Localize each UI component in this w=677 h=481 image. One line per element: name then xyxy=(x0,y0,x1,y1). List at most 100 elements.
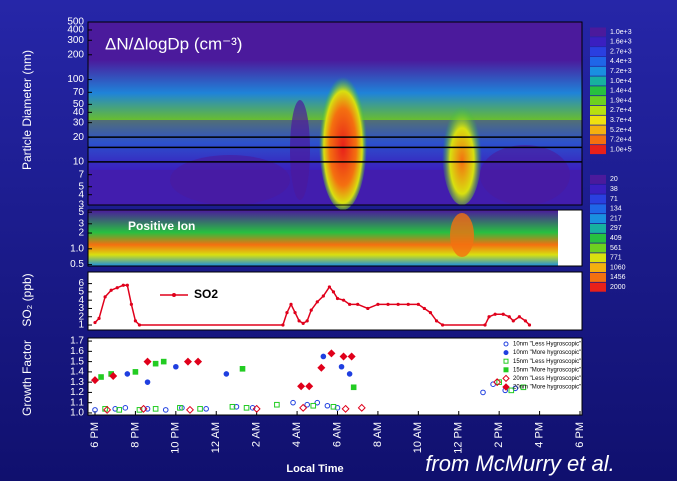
so2-point xyxy=(315,300,319,304)
so2-point xyxy=(327,285,332,289)
panel-frame xyxy=(87,21,583,206)
source: from McMurry et al. xyxy=(425,451,614,476)
marker xyxy=(304,401,310,408)
colorbar-swatch xyxy=(590,37,606,47)
y-tick-label: 1.7 xyxy=(70,336,84,347)
colorbar-label: 409 xyxy=(610,235,622,242)
x-tick-label: 12 PM xyxy=(453,422,465,454)
colorbar-swatch xyxy=(590,27,606,37)
marker xyxy=(274,401,280,408)
colorbar-label: 134 xyxy=(610,206,622,213)
colorbar-swatch xyxy=(590,184,606,194)
so2-point xyxy=(297,319,301,323)
so2-point xyxy=(341,298,346,302)
marker xyxy=(194,357,203,366)
panel-frame xyxy=(87,271,583,331)
so2-point xyxy=(321,294,325,298)
marker xyxy=(160,358,167,365)
colorbar-swatch xyxy=(590,47,606,57)
colorbar-swatch xyxy=(590,105,606,115)
colorbar-label: 1.6e+3 xyxy=(610,39,632,46)
so2-point xyxy=(129,302,133,306)
marker xyxy=(327,349,336,358)
so2-point xyxy=(487,315,491,319)
y-tick-label: 200 xyxy=(67,49,84,60)
so2-point xyxy=(281,323,285,327)
so2-point xyxy=(428,311,433,315)
legend-label: 15nm "Less Hygroscopic" xyxy=(513,359,581,365)
marker xyxy=(124,371,131,377)
colorbar-swatch xyxy=(590,115,606,125)
colorbar-label: 7.2e+3 xyxy=(610,68,632,75)
y-tick-label: 1.6 xyxy=(70,346,84,357)
colorbar-label: 1.9e+4 xyxy=(610,97,632,104)
so2-point xyxy=(507,315,511,319)
colorbar-label: 2000 xyxy=(610,284,626,291)
y-tick-label: 50 xyxy=(73,99,85,110)
colorbar-label: 1060 xyxy=(610,264,626,271)
marker xyxy=(290,399,296,406)
marker xyxy=(177,405,183,411)
so2-point xyxy=(386,302,390,306)
colorbar-label: 561 xyxy=(610,245,622,252)
marker xyxy=(203,406,209,412)
x-tick-label: 4 AM xyxy=(291,422,303,447)
colorbar-label: 7.2e+4 xyxy=(610,137,632,144)
y-axis-label: Particle Diameter (nm) xyxy=(20,50,34,170)
legend-label: 20nm "More hygroscopic" xyxy=(513,385,581,391)
marker xyxy=(503,367,509,373)
y-tick-label: 100 xyxy=(67,74,84,85)
so2-point xyxy=(416,302,420,306)
colorbar-swatch xyxy=(590,233,606,243)
y-tick-label: 300 xyxy=(67,35,84,46)
y-tick-label: 400 xyxy=(67,25,84,36)
so2-point xyxy=(305,319,309,323)
colorbar-swatch xyxy=(590,204,606,214)
marker xyxy=(144,406,151,412)
marker xyxy=(132,369,139,375)
so2-point xyxy=(133,319,138,323)
y-tick-label: 2 xyxy=(78,311,84,322)
colorbar-label: 1.0e+3 xyxy=(610,29,632,36)
x-tick-label: 6 PM xyxy=(89,422,101,448)
ion-title: Positive Ion xyxy=(128,219,195,233)
x-tick-label: 2 AM xyxy=(251,422,263,447)
so2-point xyxy=(109,288,113,292)
colorbar-label: 4.4e+3 xyxy=(610,58,632,65)
marker xyxy=(239,366,246,372)
so2-point xyxy=(366,306,370,311)
so2-point xyxy=(356,302,360,306)
marker xyxy=(152,406,159,412)
marker xyxy=(320,353,327,360)
panel-frame xyxy=(87,209,583,267)
y-tick-label: 1 xyxy=(78,320,84,331)
colorbar-swatch xyxy=(590,96,606,106)
colorbar-swatch xyxy=(590,66,606,76)
so2-point xyxy=(103,295,107,299)
so2-point xyxy=(527,323,532,327)
y-tick-label: 30 xyxy=(73,117,85,128)
colorbar-swatch xyxy=(590,272,606,282)
so2-point xyxy=(434,319,439,323)
y-tick-label: 3 xyxy=(78,218,84,229)
y-axis-label: SO₂ (ppb) xyxy=(20,273,34,326)
y-tick-label: 70 xyxy=(73,87,85,98)
panel-frame xyxy=(87,337,583,416)
y-tick-label: 40 xyxy=(73,107,85,118)
so2-point xyxy=(97,316,101,320)
colorbar-swatch xyxy=(590,125,606,135)
so2-point xyxy=(293,311,297,315)
y-tick-label: 1.2 xyxy=(70,387,84,398)
legend-label: 20nm "Less Hygroscopic" xyxy=(513,376,581,382)
x-tick-label: 8 AM xyxy=(372,422,384,447)
legend-marker xyxy=(172,293,176,297)
colorbar-swatch xyxy=(590,282,606,292)
colorbar-label: 1456 xyxy=(610,274,626,281)
marker xyxy=(341,404,350,413)
colorbar-label: 2.7e+4 xyxy=(610,107,632,114)
so2-point xyxy=(121,283,125,287)
marker xyxy=(143,357,152,366)
colorbar-swatch xyxy=(590,135,606,145)
legend-label: 15nm "More hygroscopic" xyxy=(513,367,581,373)
marker xyxy=(503,341,509,347)
